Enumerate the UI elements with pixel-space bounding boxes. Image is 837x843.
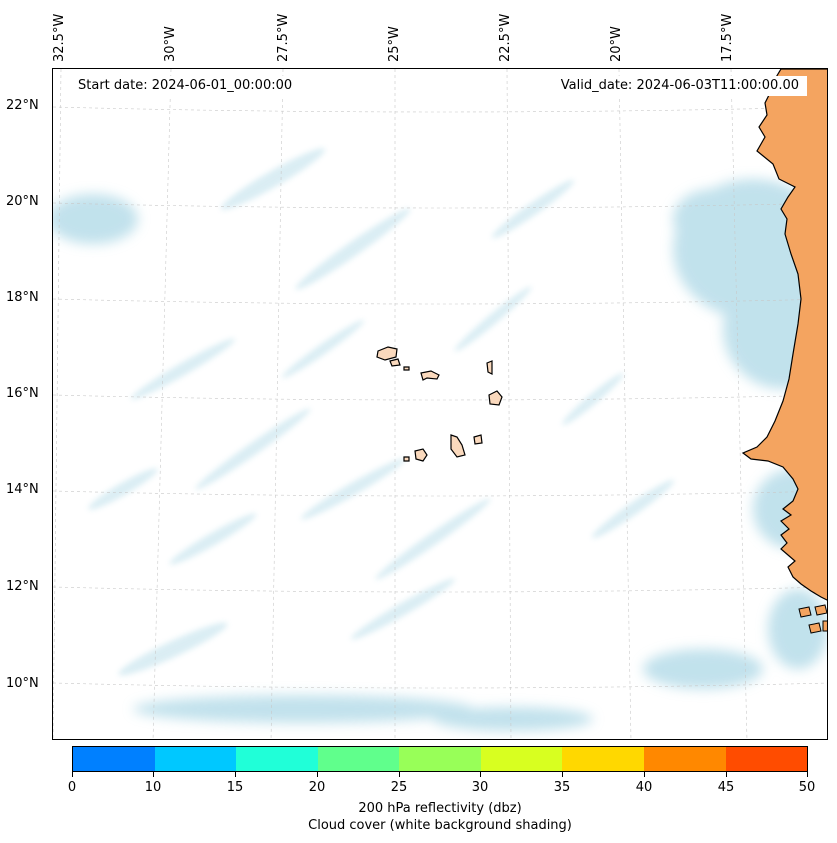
colorbar-segment (73, 747, 155, 771)
island-santa-luzia (403, 366, 410, 371)
colorbar-sublabel: Cloud cover (white background shading) (308, 818, 572, 833)
colorbar-tick-label: 15 (226, 780, 244, 795)
island-santiago (450, 434, 466, 458)
lon-label: 25°W (387, 26, 402, 62)
cloud-streak (375, 498, 491, 580)
lon-label: 20°W (609, 26, 624, 62)
island-maio (473, 434, 483, 445)
colorbar-segment (725, 747, 808, 771)
colorbar-segment (562, 747, 644, 771)
lon-label: 27.5°W (276, 13, 291, 62)
cloud-band-south (133, 695, 473, 723)
lon-label: 22.5°W (498, 13, 513, 62)
colorbar-tick-label: 20 (308, 780, 326, 795)
start-date-label: Start date: 2024-06-01_00:00:00 (70, 76, 301, 96)
cloud-streak (169, 513, 257, 565)
lat-label: 12°N (6, 579, 39, 594)
cloud-band-south (433, 707, 593, 731)
island-sao-nicolau (420, 370, 440, 381)
lon-label: 32.5°W (52, 13, 67, 62)
lon-label: 30°W (163, 26, 178, 62)
island-santo-antao (376, 346, 398, 361)
colorbar-tick-label: 25 (390, 780, 408, 795)
colorbar-segment (236, 747, 318, 771)
lat-label: 10°N (6, 676, 39, 691)
colorbar-segment (399, 747, 481, 771)
cloud-streak (350, 578, 456, 640)
colorbar-segment (480, 747, 563, 771)
cloud-streak (281, 320, 365, 378)
lat-label: 18°N (6, 290, 39, 305)
cloud-mass-coastal (768, 589, 827, 669)
bijagos-island (822, 620, 827, 632)
colorbar-segment (154, 747, 237, 771)
colorbar-tick-label: 30 (471, 780, 489, 795)
island-fogo (414, 448, 428, 462)
cloud-streak (220, 148, 326, 210)
cloud-mass-coastal (673, 189, 753, 249)
lat-label: 22°N (6, 98, 39, 113)
cloud-streak (300, 458, 406, 520)
colorbar-tick-label: 35 (553, 780, 571, 795)
island-sal (486, 360, 493, 375)
cloud-streak (295, 208, 411, 290)
cloud-streak (195, 408, 311, 490)
island-brava (403, 456, 410, 462)
cloud-cover-layer (53, 148, 827, 731)
cloud-mass-west (53, 194, 138, 244)
cloud-streak (130, 338, 236, 400)
island-boa-vista (488, 390, 503, 406)
colorbar-tick-label: 10 (144, 780, 162, 795)
colorbar-tick-label: 45 (717, 780, 735, 795)
colorbar-segment (317, 747, 400, 771)
colorbar-tick-label: 0 (67, 780, 77, 795)
cloud-streak (88, 468, 158, 510)
colorbar-segment (643, 747, 726, 771)
valid-date-label: Valid_date: 2024-06-03T11:00:00.00 (552, 76, 807, 96)
colorbar-label: 200 hPa reflectivity (dbz) (358, 801, 522, 816)
lat-label: 14°N (6, 482, 39, 497)
cloud-streak (454, 286, 532, 352)
reflectivity-colorbar (72, 746, 808, 772)
cloud-band-south (643, 649, 763, 689)
lon-label: 17.5°W (720, 13, 735, 62)
bijagos-island (814, 604, 827, 616)
colorbar-tick-label: 40 (635, 780, 653, 795)
bijagos-island (798, 606, 812, 618)
africa-landmass (741, 69, 827, 601)
map-canvas[interactable] (53, 69, 828, 740)
map-panel[interactable] (52, 68, 828, 740)
island-sao-vicente (389, 358, 401, 367)
cloud-streak (591, 479, 675, 539)
graticule (53, 69, 827, 739)
cape-verde-islands (376, 346, 503, 462)
cloud-streak (491, 179, 575, 239)
lat-label: 20°N (6, 194, 39, 209)
cloud-streak (118, 622, 228, 676)
lat-label: 16°N (6, 386, 39, 401)
bijagos-island (808, 622, 822, 634)
colorbar-tick-label: 50 (798, 780, 816, 795)
